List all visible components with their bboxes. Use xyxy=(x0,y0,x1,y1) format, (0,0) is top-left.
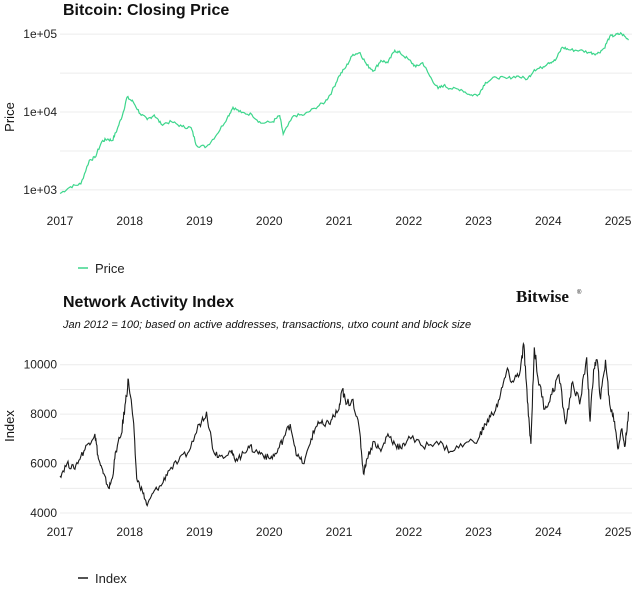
x-tick-label: 2020 xyxy=(256,525,283,539)
price-y-tick-labels: 1e+03 1e+04 1e+05 xyxy=(23,27,57,197)
chart-title: Bitcoin: Closing Price xyxy=(63,2,229,19)
legend-label-index: Index xyxy=(95,571,127,586)
x-tick-label: 2023 xyxy=(465,525,492,539)
price-x-tick-labels: 2017 2018 2019 2020 2021 2022 2023 2024 2025 xyxy=(47,214,632,228)
price-gridlines xyxy=(60,33,632,191)
bitwise-logo: Bitwise ® xyxy=(516,287,582,306)
y-tick-label: 1e+04 xyxy=(23,105,57,119)
x-tick-label: 2018 xyxy=(116,525,143,539)
chart-subtitle: Jan 2012 = 100; based on active addresse… xyxy=(62,319,471,331)
price-chart: Bitcoin: Closing Price 1e+03 1e+04 1e+05 2… xyxy=(2,2,632,276)
x-tick-label: 2025 xyxy=(605,525,632,539)
legend-label-price: Price xyxy=(95,261,125,276)
x-tick-label: 2023 xyxy=(465,214,492,228)
y-tick-label: 4000 xyxy=(30,506,57,520)
x-tick-label: 2018 xyxy=(116,214,143,228)
y-tick-label: 1e+03 xyxy=(23,183,57,197)
index-x-tick-labels: 2017 2018 2019 2020 2021 2022 2023 2024 2025 xyxy=(47,525,632,539)
index-gridlines xyxy=(60,364,632,514)
x-tick-label: 2022 xyxy=(395,214,422,228)
y-axis-label: Price xyxy=(2,102,17,132)
index-y-tick-labels: 4000 6000 8000 10000 xyxy=(24,358,58,520)
price-series-line xyxy=(59,31,629,195)
x-tick-label: 2021 xyxy=(326,214,353,228)
x-tick-label: 2017 xyxy=(47,525,74,539)
x-tick-label: 2024 xyxy=(535,525,562,539)
y-tick-label: 6000 xyxy=(30,457,57,471)
y-axis-label: Index xyxy=(2,410,17,442)
chart-title: Network Activity Index xyxy=(63,294,234,311)
index-series-line xyxy=(59,341,630,508)
network-activity-chart: Network Activity Index Jan 2012 = 100; b… xyxy=(2,287,632,586)
x-tick-label: 2020 xyxy=(256,214,283,228)
y-tick-label: 8000 xyxy=(30,407,57,421)
x-tick-label: 2019 xyxy=(186,214,213,228)
x-tick-label: 2019 xyxy=(186,525,213,539)
x-tick-label: 2025 xyxy=(605,214,632,228)
brand-name: Bitwise xyxy=(516,287,569,306)
legend: Price xyxy=(78,261,125,276)
x-tick-label: 2022 xyxy=(395,525,422,539)
y-tick-label: 1e+05 xyxy=(23,27,57,41)
x-tick-label: 2024 xyxy=(535,214,562,228)
x-tick-label: 2021 xyxy=(326,525,353,539)
brand-registered-mark: ® xyxy=(577,289,582,296)
legend: Index xyxy=(78,571,127,586)
x-tick-label: 2017 xyxy=(47,214,74,228)
y-tick-label: 10000 xyxy=(24,358,58,372)
